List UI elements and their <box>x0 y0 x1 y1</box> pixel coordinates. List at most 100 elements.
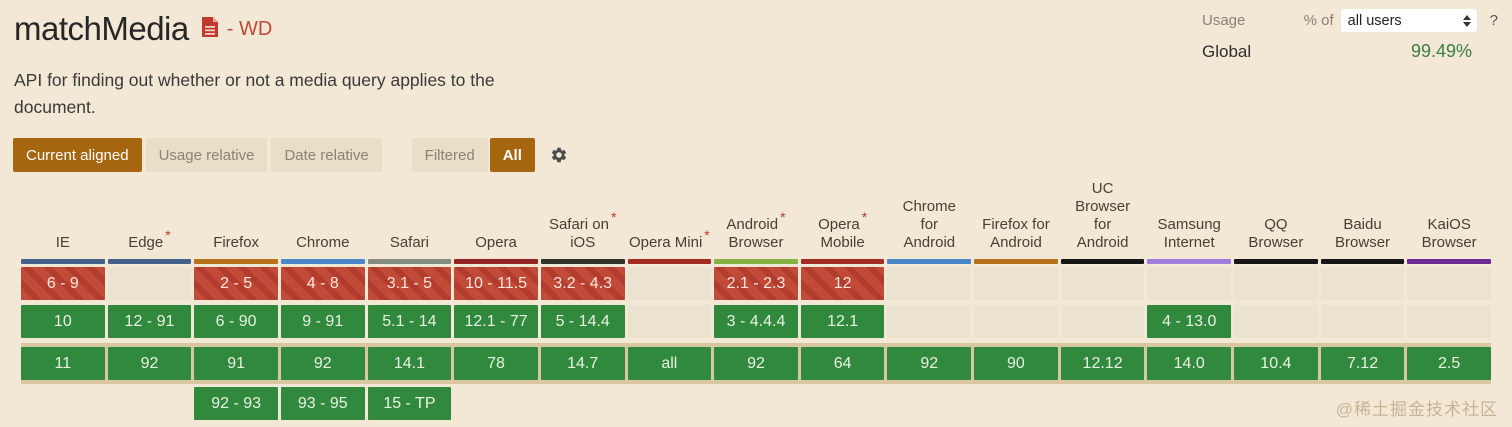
version-row-slot: 10.4 <box>1234 343 1318 384</box>
support-cell[interactable]: 64 <box>800 347 885 380</box>
support-cell[interactable]: 10.4 <box>1234 347 1318 380</box>
brand-color-bar <box>540 259 625 264</box>
version-row-slot: 6 - 90 <box>194 305 278 338</box>
browser-column-safari: Safari 3.1 - 5 5.1 - 14 14.1 15 - TP <box>367 183 452 425</box>
version-row-slot: 2.1 - 2.3 <box>714 267 798 300</box>
version-row-slot: 64 <box>800 343 885 384</box>
browser-column-chrome-for-android: Chrome for Android 92 <box>887 183 972 425</box>
support-cell[interactable]: 4 - 13.0 <box>1147 305 1232 338</box>
version-row-slot: 92 <box>714 343 798 384</box>
support-cell[interactable]: 6 - 9 <box>21 267 105 300</box>
brand-color-bar <box>1147 259 1232 264</box>
version-row-slot: 9 - 91 <box>280 305 365 338</box>
support-cell[interactable]: 93 - 95 <box>280 387 365 420</box>
version-row-slot: 2 - 5 <box>194 267 278 300</box>
usage-panel: Usage % of all users ? Global 99.49% <box>1202 9 1498 62</box>
version-row-slot: 92 <box>107 343 192 384</box>
version-row-slot: 5 - 14.4 <box>540 305 625 338</box>
filter-all-button[interactable]: All <box>489 138 535 172</box>
spec-status-label[interactable]: - WD <box>226 17 273 40</box>
support-cell[interactable]: 2.1 - 2.3 <box>714 267 798 300</box>
feature-description: API for finding out whether or not a med… <box>14 70 495 117</box>
support-cell[interactable]: 5 - 14.4 <box>540 305 625 338</box>
spec-document-icon[interactable] <box>201 16 218 42</box>
browser-name-label: KaiOS Browser <box>1421 216 1477 251</box>
browser-column-ie: IE 6 - 9 10 11 <box>21 183 105 425</box>
usage-select-value: all users <box>1347 12 1402 29</box>
version-row-slot <box>1234 305 1318 338</box>
version-row-slot: 90 <box>974 343 1058 384</box>
version-row-slot: 5.1 - 14 <box>367 305 452 338</box>
footnote-asterisk-icon: * <box>165 227 171 243</box>
browser-column-safari-on-ios: Safari on * iOS 3.2 - 4.3 5 - 14.4 14.7 <box>540 183 625 425</box>
view-date-relative-button[interactable]: Date relative <box>271 138 382 172</box>
support-cell[interactable]: 11 <box>21 347 105 380</box>
brand-color-bar <box>107 259 192 264</box>
footnote-asterisk-icon: * <box>610 209 617 225</box>
version-row-slot: 4 - 13.0 <box>1147 305 1232 338</box>
browser-column-baidu-browser: Baidu Browser 7.12 <box>1320 183 1405 425</box>
support-cell[interactable]: 10 - 11.5 <box>454 267 538 300</box>
support-cell[interactable]: 3 - 4.4.4 <box>714 305 798 338</box>
version-row-slot <box>1407 387 1491 420</box>
browser-name-label: Baidu Browser <box>1335 216 1391 251</box>
version-row-slot <box>1147 267 1232 300</box>
support-cell[interactable]: 12.12 <box>1060 347 1145 380</box>
support-cell[interactable]: 5.1 - 14 <box>367 305 452 338</box>
footnote-asterisk-icon: * <box>780 209 786 225</box>
support-cell[interactable]: 78 <box>454 347 538 380</box>
support-cell[interactable]: 92 <box>887 347 972 380</box>
version-row-slot <box>1407 305 1491 338</box>
support-cell[interactable]: 4 - 8 <box>280 267 365 300</box>
support-cell[interactable]: 92 <box>107 347 192 380</box>
browser-column-android-browser: Android * Browser 2.1 - 2.3 3 - 4.4.4 92 <box>714 183 798 425</box>
support-cell <box>974 305 1058 338</box>
support-cell[interactable]: 14.1 <box>367 347 452 380</box>
help-question-icon[interactable]: ? <box>1489 12 1498 29</box>
support-cell[interactable]: 6 - 90 <box>194 305 278 338</box>
watermark: @稀土掘金技术社区 <box>1335 400 1498 419</box>
support-cell[interactable]: 10 <box>21 305 105 338</box>
support-cell[interactable]: 92 - 93 <box>194 387 278 420</box>
brand-color-bar <box>367 259 452 264</box>
support-cell[interactable]: 12.1 - 77 <box>454 305 538 338</box>
support-cell[interactable]: 14.0 <box>1147 347 1232 380</box>
browser-column-qq-browser: QQ Browser 10.4 <box>1234 183 1318 425</box>
version-row-slot <box>1060 305 1145 338</box>
browser-name-label: Safari <box>389 234 429 251</box>
support-cell <box>627 267 712 300</box>
support-cell[interactable]: 12.1 <box>800 305 885 338</box>
version-row-slot: 10 <box>21 305 105 338</box>
brand-color-bar <box>454 259 538 264</box>
usage-source-select[interactable]: all users <box>1340 9 1477 32</box>
support-cell[interactable]: all <box>627 347 712 380</box>
version-row-slot: 2.5 <box>1407 343 1491 384</box>
support-cell[interactable]: 15 - TP <box>367 387 452 420</box>
support-cell[interactable]: 14.7 <box>540 347 625 380</box>
version-row-slot <box>21 387 105 420</box>
settings-gear-icon[interactable] <box>550 138 568 172</box>
support-cell[interactable]: 91 <box>194 347 278 380</box>
support-cell[interactable]: 3.2 - 4.3 <box>540 267 625 300</box>
support-cell[interactable]: 92 <box>280 347 365 380</box>
support-cell[interactable]: 92 <box>714 347 798 380</box>
select-spinner-icon <box>1462 14 1471 27</box>
view-usage-relative-button[interactable]: Usage relative <box>145 138 268 172</box>
support-cell[interactable]: 3.1 - 5 <box>367 267 452 300</box>
support-cell <box>627 305 712 338</box>
browser-name-label: Android * Browser <box>726 209 786 251</box>
support-cell[interactable]: 2 - 5 <box>194 267 278 300</box>
view-current-aligned-button[interactable]: Current aligned <box>13 138 142 172</box>
version-row-slot: 4 - 8 <box>280 267 365 300</box>
support-cell[interactable]: 12 - 91 <box>107 305 192 338</box>
global-usage-value: 99.49% <box>1410 41 1472 61</box>
filtered-button[interactable]: Filtered <box>411 138 488 172</box>
version-row-slot: 12.12 <box>1060 343 1145 384</box>
support-cell[interactable]: 9 - 91 <box>280 305 365 338</box>
support-cell[interactable]: 2.5 <box>1407 347 1491 380</box>
support-cell[interactable]: 12 <box>800 267 885 300</box>
support-cell <box>974 267 1058 300</box>
support-cell[interactable]: 7.12 <box>1320 347 1405 380</box>
version-row-slot <box>1321 387 1405 420</box>
support-cell[interactable]: 90 <box>974 347 1058 380</box>
